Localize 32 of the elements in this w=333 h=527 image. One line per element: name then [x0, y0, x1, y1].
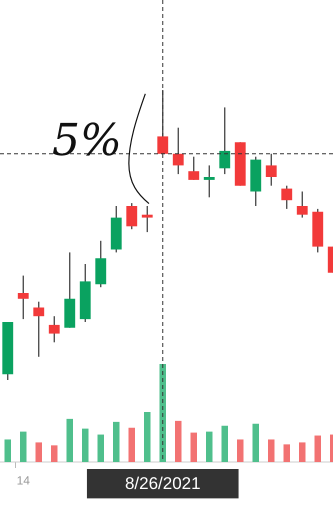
bar: [82, 428, 89, 462]
candlestick: [281, 185, 292, 210]
candlestick: [48, 316, 60, 343]
bar: [283, 444, 290, 462]
candlestick: [142, 205, 153, 233]
candlestick: [188, 156, 200, 180]
bar: [252, 424, 260, 462]
bar: [206, 432, 213, 462]
candlestick: [126, 202, 138, 230]
bar: [314, 436, 322, 462]
bar: [4, 439, 12, 462]
bar: [144, 412, 151, 462]
bar: [190, 432, 198, 462]
bar: [236, 439, 244, 462]
bar: [50, 445, 58, 462]
bar: [128, 428, 136, 462]
bar: [20, 432, 27, 462]
x-tick-label: 8/26/2021: [124, 474, 201, 493]
candlestick: [204, 164, 215, 198]
x-tick-label: 14: [16, 474, 30, 488]
bar: [268, 439, 275, 462]
candlestick: [296, 190, 308, 218]
bar: [112, 422, 120, 462]
bar: [221, 426, 228, 462]
bar: [66, 418, 74, 462]
bar: [298, 442, 306, 462]
annotation: 5%: [52, 115, 122, 166]
candlestick: [18, 275, 29, 320]
bar: [97, 434, 104, 462]
bar: [174, 420, 182, 462]
candlestick: [33, 301, 44, 358]
bar: [35, 442, 42, 462]
